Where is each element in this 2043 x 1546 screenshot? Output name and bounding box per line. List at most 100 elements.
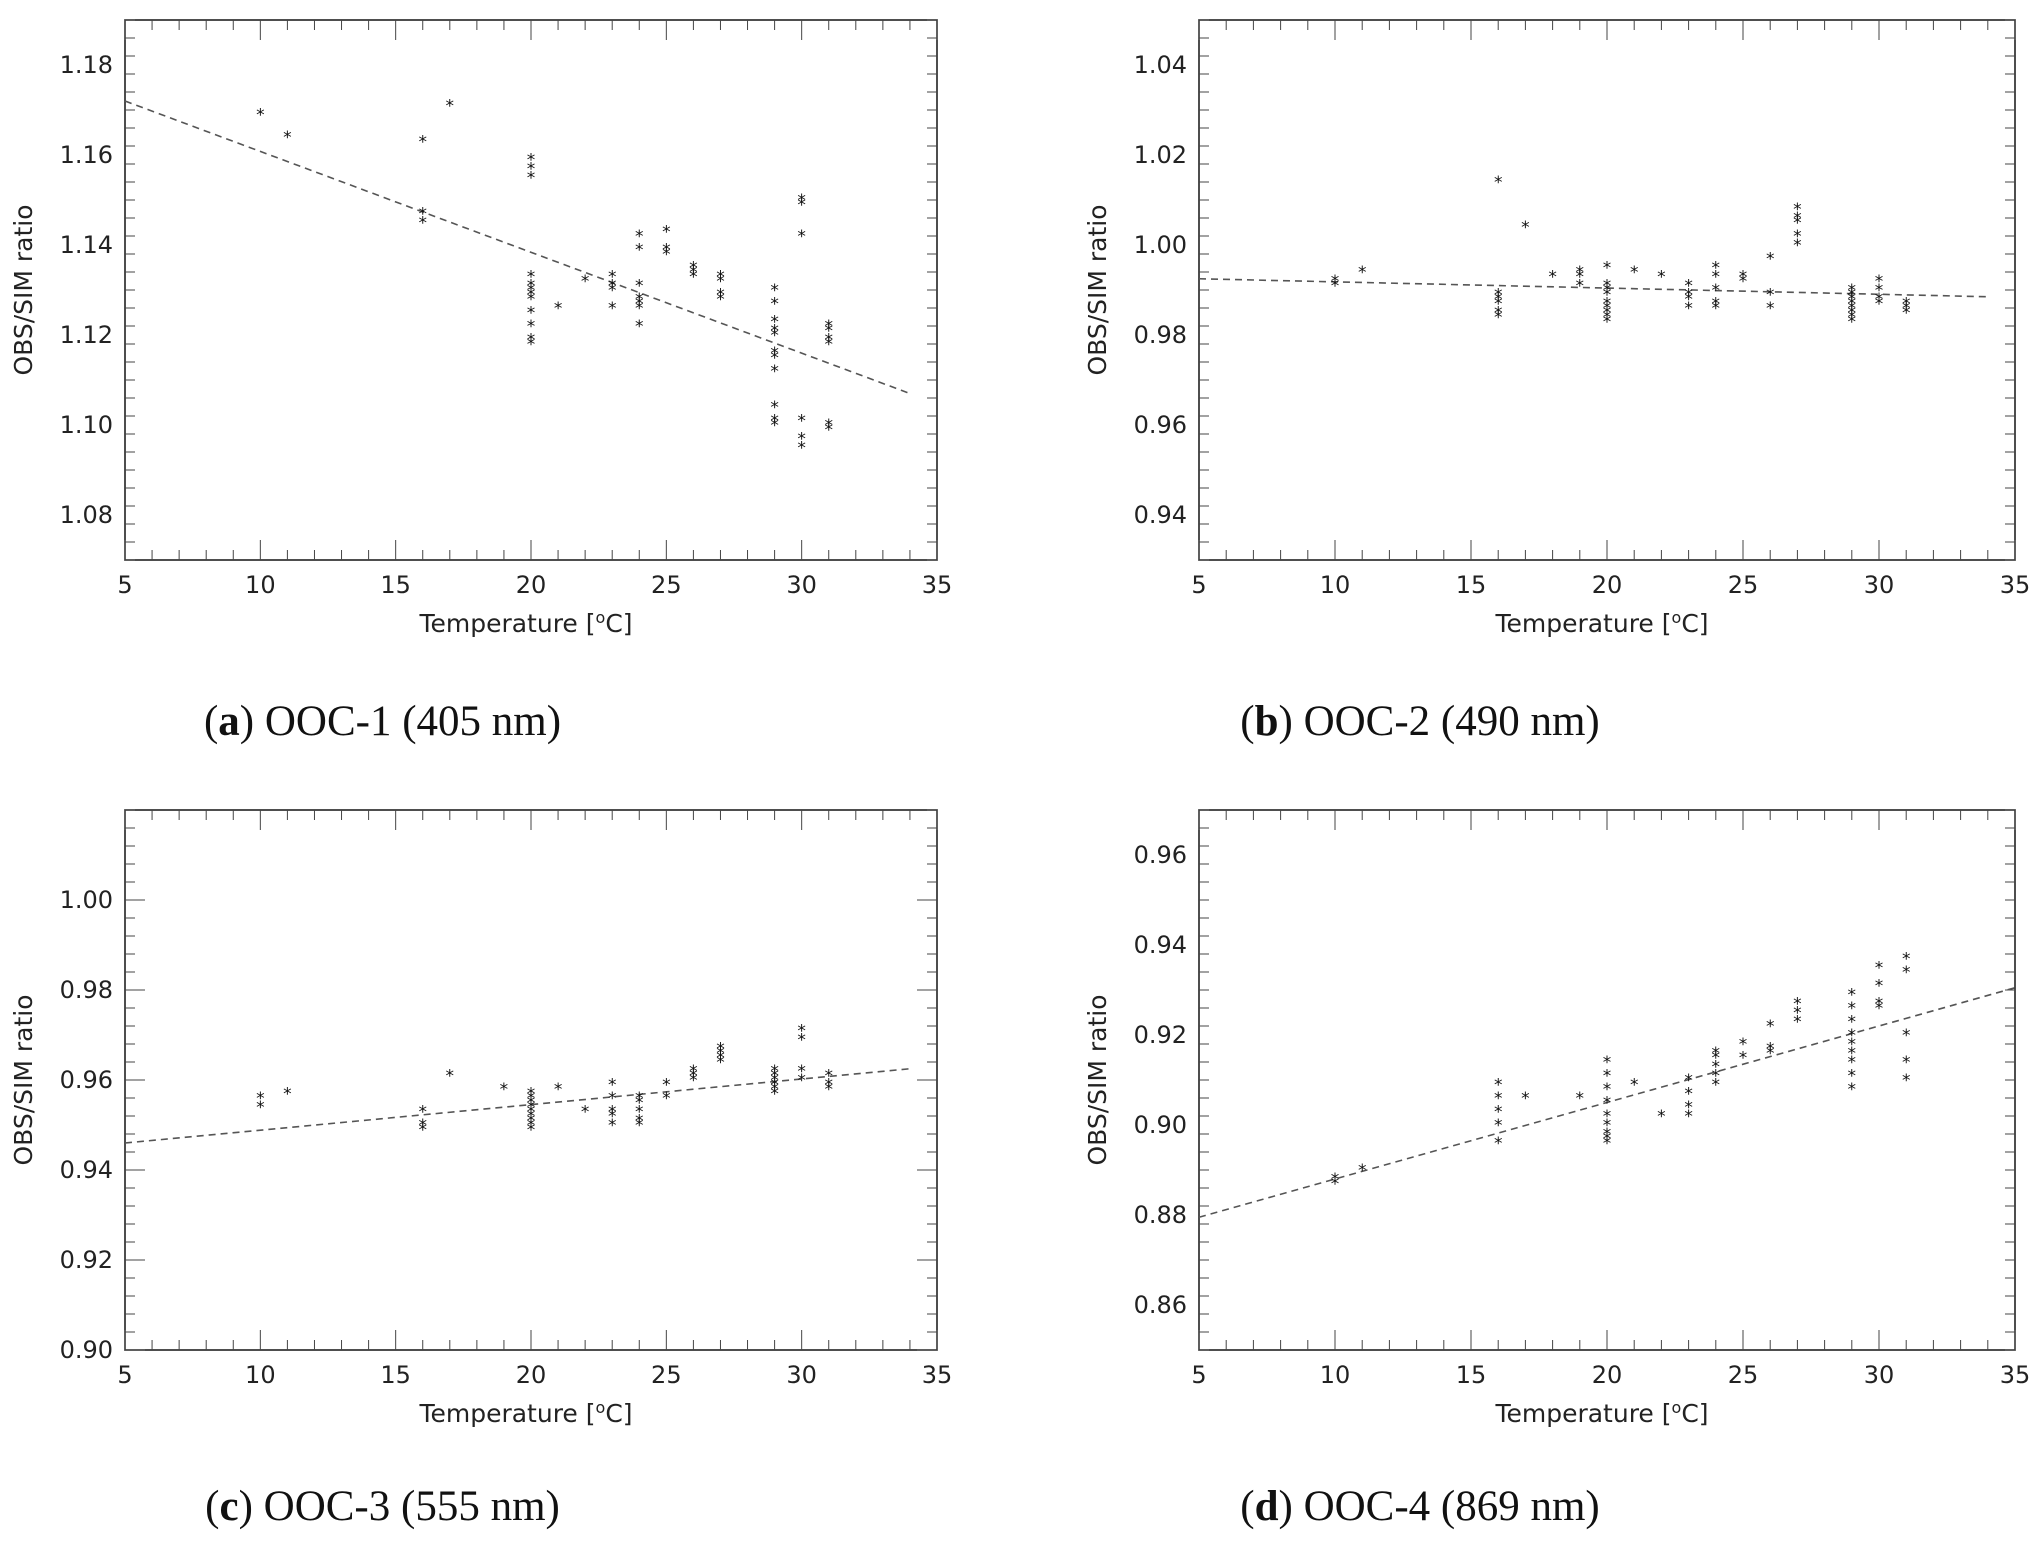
panel-c-data-point: * — [527, 1121, 536, 1141]
panel-a-x-tick-label: 20 — [516, 571, 547, 599]
panel-d-data-point: * — [1657, 1107, 1666, 1127]
panel-b-data-point: * — [1848, 313, 1857, 333]
panel-d-data-point: * — [1875, 999, 1884, 1019]
caption-d: (d) OOC-4 (869 nm) — [1240, 1483, 1600, 1530]
panel-a-y-tick-label: 1.18 — [60, 51, 113, 79]
panel-d-data-point: * — [1739, 1035, 1748, 1055]
panel-d-y-axis-title: OBS/SIM ratio — [1083, 994, 1112, 1165]
panel-c-data-point: * — [770, 1076, 779, 1096]
panel-a-data-point: * — [527, 277, 536, 297]
panel-a-x-tick-label: 30 — [786, 571, 817, 599]
panel-a-data-point: * — [256, 106, 265, 126]
panel-b-minor-ticks — [1198, 19, 2016, 561]
caption-b: (b) OOC-2 (490 nm) — [1240, 698, 1600, 745]
panel-d-data-point: * — [1848, 999, 1857, 1019]
panel-c-x-tick-label: 5 — [117, 1361, 132, 1389]
panel-b-y-tick-label: 0.96 — [1134, 411, 1187, 439]
panel-a-data-point: * — [797, 196, 806, 216]
panel-d-data-point: * — [1875, 977, 1884, 997]
panel-d-y-tick-label: 0.92 — [1134, 1021, 1187, 1049]
panel-d-data-point: * — [1576, 1089, 1585, 1109]
panel-b-data-point: * — [1494, 286, 1503, 306]
panel-c-data-point: * — [689, 1067, 698, 1087]
panel-d-data-point: * — [1712, 1076, 1721, 1096]
panel-a-data-point: * — [527, 317, 536, 337]
panel-b-x-axis-title: Temperature [oC] — [1494, 608, 1708, 639]
panel-d-data-point: * — [1902, 963, 1911, 983]
panel-d-data-point: * — [1712, 1067, 1721, 1087]
panel-b-x-tick-label: 30 — [1864, 571, 1895, 599]
panel-b-data-point: * — [1331, 272, 1340, 292]
panel-c-data-point: * — [635, 1112, 644, 1132]
panel-a-data-point: * — [635, 317, 644, 337]
panel-b-data-point: * — [1494, 290, 1503, 310]
panel-c-plot-frame — [124, 809, 938, 1351]
panel-d-data-point: * — [1848, 1044, 1857, 1064]
panel-a-data-point: * — [662, 241, 671, 261]
panel-a-data-point: * — [797, 412, 806, 432]
panel-c-data-point: * — [824, 1076, 833, 1096]
panel-a-data-point: * — [797, 439, 806, 459]
panel-b-data-point: * — [1684, 286, 1693, 306]
panel-d-x-tick-label: 25 — [1728, 1361, 1759, 1389]
panel-d-data-point: * — [1494, 1089, 1503, 1109]
panel-a-data-point: * — [770, 362, 779, 382]
panel-b: 5 10 15 20 25 30 35 0.94 0.96 0.98 1.00 1.02 1.04 Tem… — [1040, 0, 2043, 780]
chart-b: 5 10 15 20 25 30 35 0.94 0.96 0.98 1.00 1.02 1.04 Tem… — [1083, 19, 2030, 639]
panel-c-data-point: * — [256, 1089, 265, 1109]
panel-a-data-point: * — [527, 151, 536, 171]
panel-b-data-point: * — [1684, 299, 1693, 319]
panel-a-data-point: * — [418, 205, 427, 225]
panel-d-data-point: * — [1684, 1098, 1693, 1118]
panel-c-data-point: * — [770, 1071, 779, 1091]
panel-c-x-tick-label: 30 — [786, 1361, 817, 1389]
panel-a-y-tick-label: 1.12 — [60, 321, 113, 349]
panel-a-data-point: * — [635, 241, 644, 261]
panel-b-data-point: * — [1875, 281, 1884, 301]
panel-b-x-tick-label: 15 — [1456, 571, 1487, 599]
panel-b-data-point: * — [1712, 259, 1721, 279]
panel-a-data-point: * — [797, 191, 806, 211]
panel-a-data-point: * — [283, 128, 292, 148]
panel-d-data-point: * — [1793, 1004, 1802, 1024]
panel-d-data-point: * — [1902, 1053, 1911, 1073]
panel-a-minor-ticks — [124, 19, 938, 561]
panel-c-data-point: * — [527, 1089, 536, 1109]
panel-c-data-point: * — [797, 1022, 806, 1042]
panel-b-data-point: * — [1739, 268, 1748, 288]
panel-d-x-tick-label: 20 — [1592, 1361, 1623, 1389]
panel-c-data-point: * — [770, 1067, 779, 1087]
panel-a-data-point: * — [635, 290, 644, 310]
panel-b-data-point: * — [1603, 259, 1612, 279]
panel-c-data-point: * — [256, 1098, 265, 1118]
panel-a-data-point: * — [635, 277, 644, 297]
panel-d-data-point: * — [1603, 1067, 1612, 1087]
panel-c-data-point: * — [662, 1089, 671, 1109]
panel-b-data-point: * — [1684, 277, 1693, 297]
panel-b-data-point: * — [1848, 304, 1857, 324]
panel-a-data-point: * — [770, 412, 779, 432]
panel-c-data-point: * — [581, 1103, 590, 1123]
panel-d-data-point: * — [1603, 1130, 1612, 1150]
panel-a-data-point: * — [608, 268, 617, 288]
panel-d-data-point: * — [1603, 1134, 1612, 1154]
panel-d-data-point: * — [1331, 1175, 1340, 1195]
panel-a-data-point: * — [689, 268, 698, 288]
panel-a-data-point: * — [716, 286, 725, 306]
panel-c-x-axis-title: Temperature [oC] — [418, 1398, 632, 1429]
panel-a-data-point: * — [527, 290, 536, 310]
panel-d-x-tick-label: 5 — [1191, 1361, 1206, 1389]
panel-c-data-point: * — [716, 1049, 725, 1069]
panel-b-data-point: * — [1848, 281, 1857, 301]
panel-b-data-point: * — [1494, 173, 1503, 193]
panel-a-data-point: * — [824, 416, 833, 436]
panel-b-data-point: * — [1793, 209, 1802, 229]
panel-a-data-point: * — [770, 349, 779, 369]
panel-b-data-point: * — [1603, 313, 1612, 333]
panel-d-data-point: * — [1902, 1026, 1911, 1046]
panel-b-data-point: * — [1603, 304, 1612, 324]
panel-b-data-point: * — [1902, 295, 1911, 315]
panel-b-data-point: * — [1712, 299, 1721, 319]
panel-b-y-axis-title: OBS/SIM ratio — [1083, 204, 1112, 375]
panel-c-data-point: * — [797, 1031, 806, 1051]
